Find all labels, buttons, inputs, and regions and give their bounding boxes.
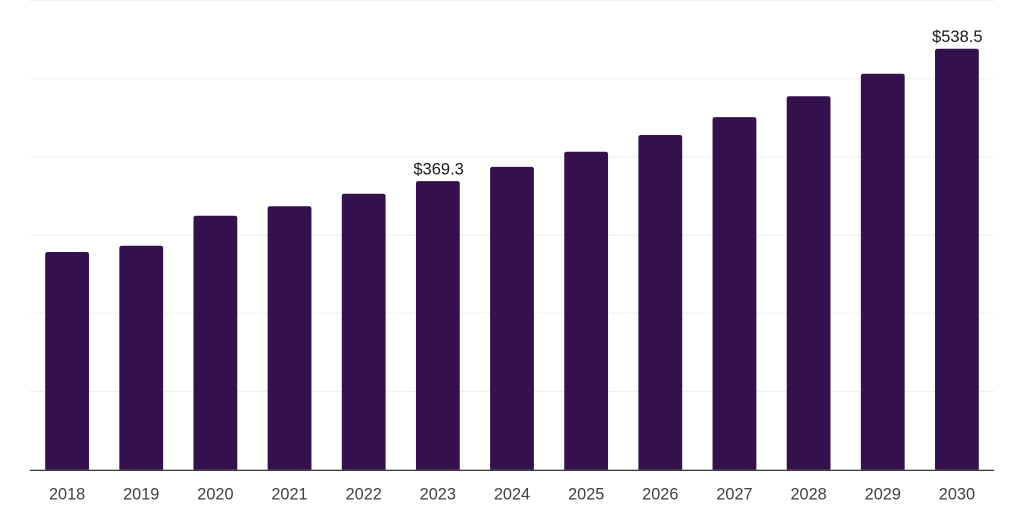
svg-text:2023: 2023: [420, 485, 456, 503]
svg-text:2026: 2026: [642, 485, 678, 503]
svg-text:2027: 2027: [716, 485, 752, 503]
svg-text:2019: 2019: [123, 485, 159, 503]
svg-text:2022: 2022: [346, 485, 382, 503]
svg-text:2028: 2028: [790, 485, 826, 503]
svg-text:2029: 2029: [865, 485, 901, 503]
svg-text:2018: 2018: [49, 485, 85, 503]
svg-text:2030: 2030: [939, 485, 975, 503]
svg-text:2025: 2025: [568, 485, 604, 503]
svg-text:$369.3: $369.3: [413, 161, 463, 179]
svg-text:2020: 2020: [197, 485, 233, 503]
svg-text:2021: 2021: [271, 485, 307, 503]
svg-text:$538.5: $538.5: [932, 28, 982, 46]
svg-text:2024: 2024: [494, 485, 530, 503]
